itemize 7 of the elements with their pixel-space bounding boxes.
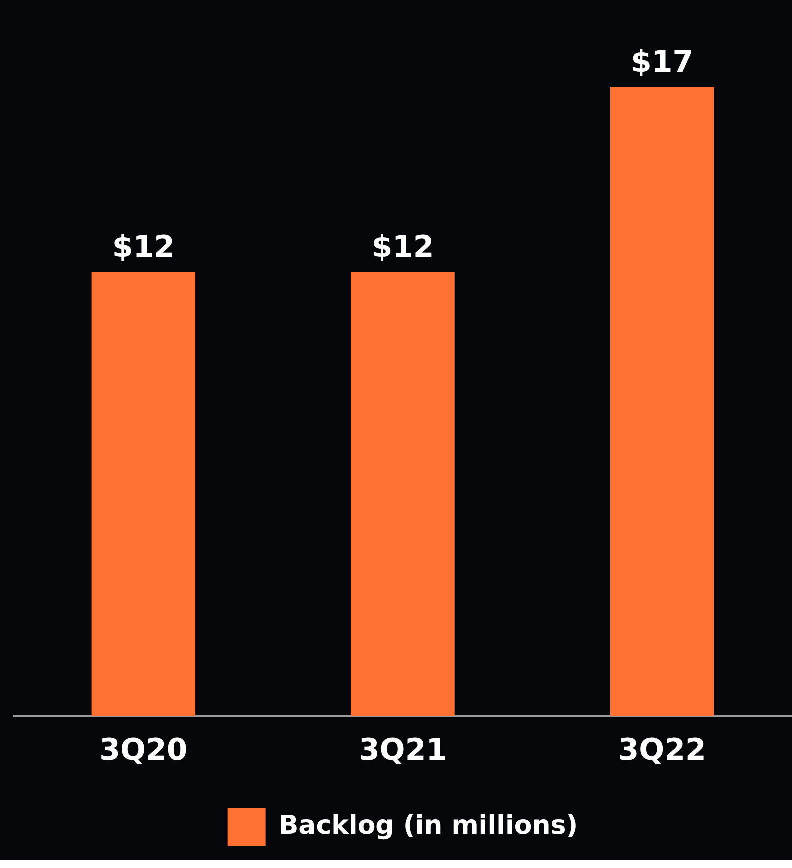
data-label: $17 — [631, 44, 694, 80]
x-tick-label: 3Q22 — [618, 732, 706, 768]
data-label: $12 — [372, 230, 434, 265]
x-tick-label: 3Q21 — [358, 732, 448, 768]
data-label: $12 — [112, 230, 175, 265]
x-tick-label: 3Q20 — [100, 732, 188, 768]
legend-label: Backlog (in millions) — [278, 810, 578, 841]
